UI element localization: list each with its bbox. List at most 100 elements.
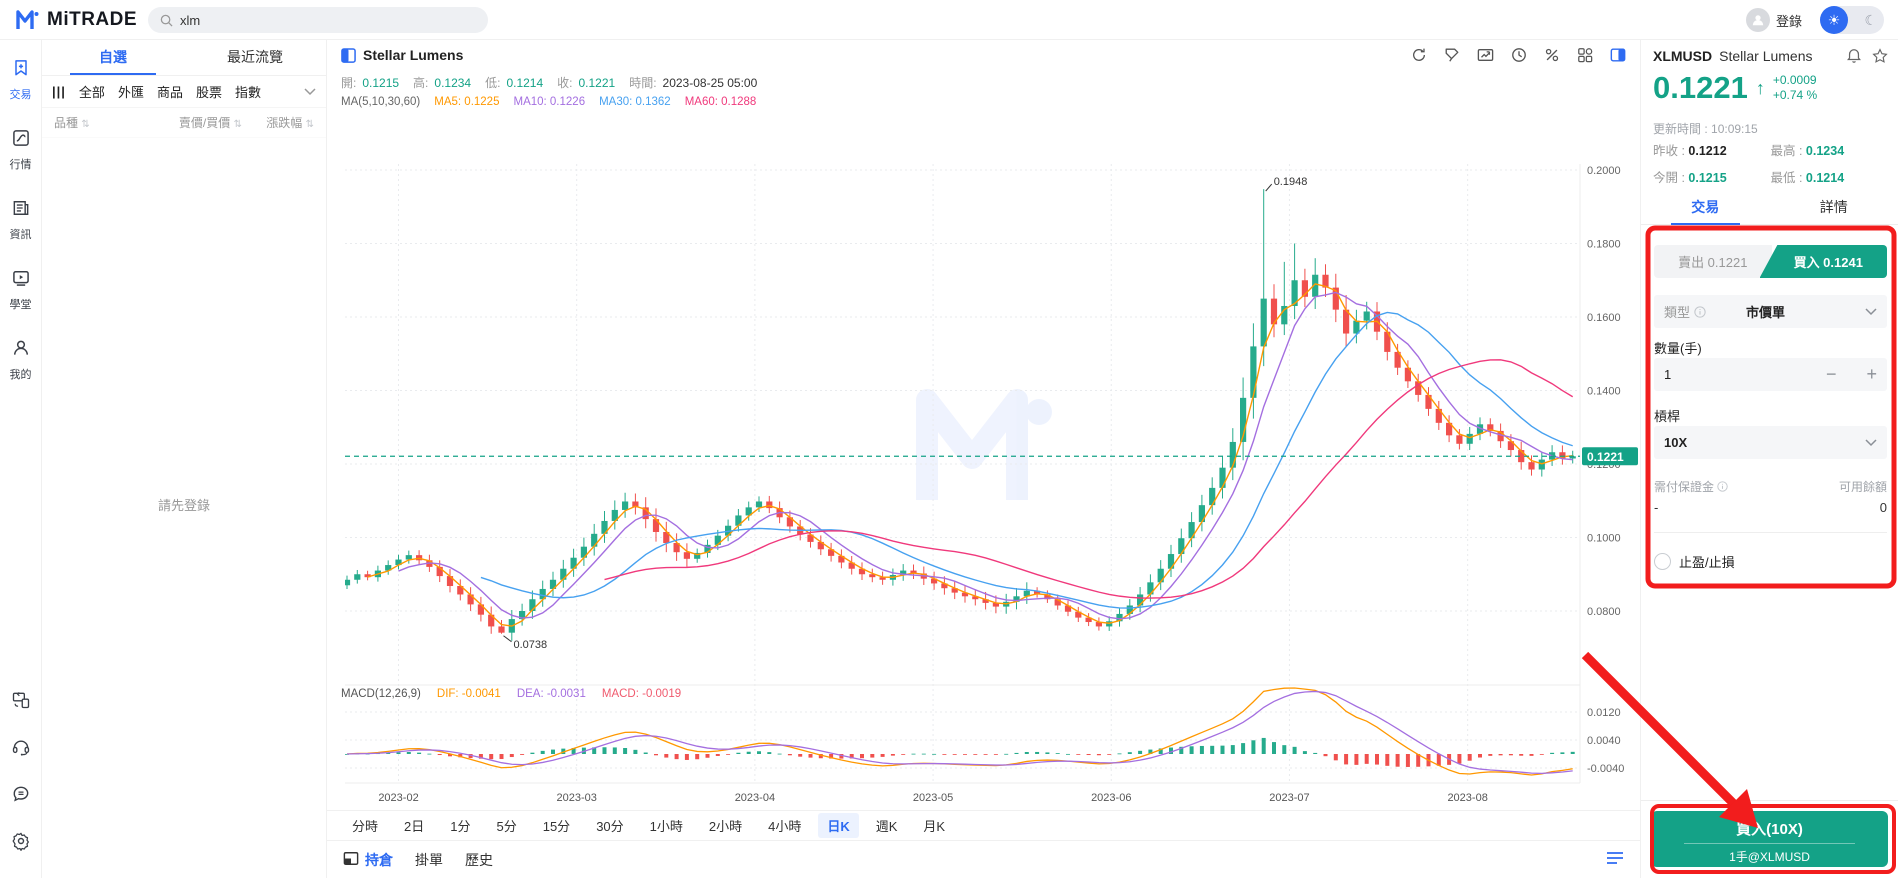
- quantity-label: 數量(手): [1654, 341, 1702, 356]
- percent-icon[interactable]: [1544, 47, 1560, 63]
- increase-button[interactable]: +: [1866, 364, 1877, 384]
- orders-tab-掛單[interactable]: 掛單: [415, 851, 443, 868]
- sidebar-item-我的[interactable]: 我的: [10, 338, 32, 382]
- timeframe-分時[interactable]: 分時: [352, 819, 379, 834]
- drawing-icon[interactable]: [1444, 47, 1460, 63]
- markets-icon: [11, 128, 31, 153]
- filter-list-icon[interactable]: |||: [52, 84, 66, 99]
- timeframe-4小時[interactable]: 4小時: [768, 819, 802, 834]
- price-change: +0.0009 +0.74 %: [1772, 73, 1818, 102]
- submit-buy-button[interactable]: 買入(10X) 1手@XLMUSD: [1651, 811, 1888, 867]
- filter-商品[interactable]: 商品: [156, 85, 183, 100]
- sell-button[interactable]: 賣出 0.1221: [1654, 245, 1772, 278]
- orders-tab-持倉[interactable]: 持倉: [343, 850, 393, 870]
- timeframe-5分[interactable]: 5分: [496, 819, 517, 834]
- sidebar-item-交易[interactable]: 交易: [10, 58, 32, 102]
- search-input[interactable]: xlm: [148, 7, 488, 33]
- margin-value: -: [1654, 500, 1659, 515]
- macd-tick: -0.0040: [1587, 763, 1624, 775]
- login-prompt[interactable]: 請先登錄: [157, 498, 210, 513]
- sidebar-item-label: 行情: [9, 159, 32, 171]
- chevron-down-icon[interactable]: [304, 84, 316, 99]
- tab-favorites[interactable]: 自選: [42, 40, 184, 75]
- x-axis-label: 2023-03: [557, 792, 597, 804]
- price-tick: 0.1600: [1587, 312, 1621, 324]
- list-menu-icon[interactable]: [1606, 849, 1624, 870]
- column-symbol[interactable]: 品種 ⇅: [54, 116, 90, 130]
- login-button[interactable]: 登錄: [1745, 8, 1802, 32]
- candlestick-chart[interactable]: 0.20000.18000.16000.14000.12000.10000.08…: [327, 110, 1640, 810]
- balance-value: 0: [1879, 500, 1887, 515]
- quantity-stepper[interactable]: 1 − +: [1654, 358, 1887, 391]
- sidebar-item-學堂[interactable]: 學堂: [10, 268, 32, 312]
- sidebar-item-label: 交易: [9, 89, 32, 101]
- timeframe-30分[interactable]: 30分: [596, 819, 624, 834]
- mitrade-logo[interactable]: MiTRADE: [0, 7, 137, 33]
- theme-toggle[interactable]: ☀ ☾: [1820, 6, 1884, 34]
- price-tick: 0.2000: [1587, 165, 1621, 177]
- margin-label: 需付保證金: [1654, 478, 1729, 495]
- trade-icon: [11, 58, 31, 83]
- watermark-logo: [916, 389, 1052, 500]
- collapse-panel-icon[interactable]: [1610, 47, 1626, 63]
- timeframe-2日[interactable]: 2日: [404, 819, 425, 834]
- support-icon[interactable]: [11, 737, 31, 762]
- tab-details[interactable]: 詳情: [1819, 199, 1848, 215]
- sidebar-item-行情[interactable]: 行情: [10, 128, 32, 172]
- sidebar-item-資訊[interactable]: 資訊: [10, 198, 32, 242]
- watchlist-tabs: 自選 最近流覽: [42, 40, 326, 76]
- timeframe-bar: 分時 2日 1分 5分 15分 30分 1小時 2小時 4小時 日K 週K 月K: [327, 810, 1640, 840]
- time-icon[interactable]: [1511, 47, 1527, 63]
- search-value: xlm: [180, 12, 201, 28]
- tab-trade[interactable]: 交易: [1641, 192, 1770, 225]
- tp-sl-toggle[interactable]: 止盈/止損: [1654, 552, 1735, 571]
- orders-tab-歷史[interactable]: 歷史: [465, 851, 493, 868]
- positions-icon: [343, 851, 359, 869]
- last-price: 0.1221: [1653, 70, 1748, 105]
- quote-stats: 昨收 : 0.1212 最高 : 0.1234 今開 : 0.1215 最低 :…: [1653, 144, 1845, 185]
- orders-tab-bar: 持倉 掛單 歷史: [327, 840, 1640, 878]
- alert-bell-icon[interactable]: [1846, 48, 1862, 64]
- avatar-icon: [1745, 8, 1770, 32]
- favorite-star-icon[interactable]: [1872, 48, 1888, 64]
- column-change[interactable]: 漲跌幅 ⇅: [266, 116, 314, 130]
- timeframe-週K[interactable]: 週K: [875, 819, 898, 834]
- device-switch-icon[interactable]: [11, 690, 31, 715]
- refresh-icon[interactable]: [1411, 47, 1427, 63]
- filter-外匯[interactable]: 外匯: [117, 85, 144, 100]
- timeframe-日K[interactable]: 日K: [818, 813, 859, 838]
- sidebar-item-label: 資訊: [9, 229, 32, 241]
- symbol-code: XLMUSD: [1653, 48, 1713, 64]
- filter-全部[interactable]: 全部: [78, 85, 105, 100]
- timeframe-15分[interactable]: 15分: [542, 819, 571, 834]
- macd-legend: MACD(12,26,9) DIF: -0.0041 DEA: -0.0031 …: [341, 688, 682, 700]
- profile-icon: [11, 338, 31, 363]
- watchlist-panel: 自選 最近流覽 ||| 全部 外匯 商品 股票 指數 品種 ⇅ 賣價/買價 ⇅ 漲跌幅 ⇅…: [42, 40, 327, 878]
- timeframe-2小時[interactable]: 2小時: [708, 819, 743, 834]
- timeframe-月K[interactable]: 月K: [923, 819, 946, 834]
- news-icon: [11, 198, 31, 223]
- tab-recent[interactable]: 最近流覽: [227, 49, 283, 65]
- filter-股票[interactable]: 股票: [195, 85, 222, 100]
- mitrade-logo-icon: [16, 9, 39, 29]
- order-type-select[interactable]: 類型 市價單: [1654, 295, 1887, 328]
- column-price[interactable]: 賣價/買價 ⇅: [178, 116, 242, 130]
- layout-icon[interactable]: [1577, 47, 1593, 63]
- decrease-button[interactable]: −: [1825, 364, 1837, 384]
- filter-指數[interactable]: 指數: [234, 85, 261, 100]
- timeframe-1分[interactable]: 1分: [450, 819, 471, 834]
- up-arrow-icon: ↑: [1755, 77, 1765, 98]
- search-icon: [160, 14, 173, 27]
- x-axis-label: 2023-06: [1091, 792, 1131, 804]
- settings-icon[interactable]: [11, 831, 31, 856]
- svg-text:0.1221: 0.1221: [1587, 450, 1624, 464]
- login-label: 登錄: [1775, 13, 1802, 29]
- timeframe-1小時[interactable]: 1小時: [649, 819, 683, 834]
- snapshot-icon[interactable]: [1477, 47, 1494, 63]
- feedback-icon[interactable]: [11, 784, 31, 809]
- candles-layer: [345, 189, 1576, 641]
- leverage-select[interactable]: 10X: [1654, 426, 1887, 459]
- tp-sl-radio[interactable]: [1654, 553, 1671, 570]
- buy-button[interactable]: 買入 0.1241: [1759, 245, 1887, 278]
